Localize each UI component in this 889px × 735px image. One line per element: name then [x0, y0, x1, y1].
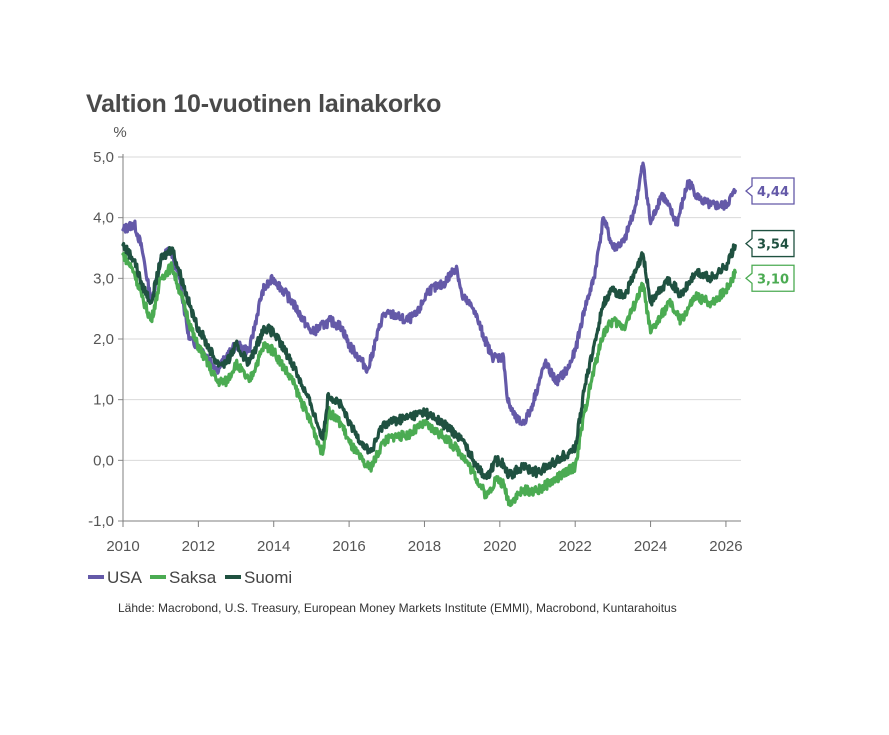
y-tick-label: 4,0	[93, 210, 114, 227]
end-label-usa: 4,44	[744, 177, 795, 205]
series-layer	[121, 161, 737, 508]
end-label-text: 3,54	[757, 238, 789, 253]
chart-title: Valtion 10-vuotinen lainakorko	[86, 90, 442, 118]
end-label-saksa: 3,10	[744, 264, 795, 292]
y-tick-label: 1,0	[93, 392, 114, 409]
y-tick-label: -1,0	[88, 513, 114, 530]
x-tick-label: 2012	[182, 538, 215, 555]
legend-label: USA	[107, 568, 143, 587]
legend: USA Saksa Suomi	[88, 568, 292, 587]
legend-label: Suomi	[244, 568, 292, 587]
end-label-text: 3,10	[757, 272, 789, 287]
x-tick-label: 2020	[483, 538, 516, 555]
y-tick-label: 5,0	[93, 149, 114, 166]
y-tick-label: 0,0	[93, 452, 114, 469]
end-label-text: 4,44	[757, 185, 789, 200]
y-axis-label: %	[113, 124, 126, 141]
x-tick-label: 2010	[106, 538, 139, 555]
source-note: Lähde: Macrobond, U.S. Treasury, Europea…	[118, 601, 677, 615]
end-labels: 4,44 3,10 3,54	[744, 177, 795, 292]
x-tick-label: 2016	[332, 538, 365, 555]
end-label-box	[744, 229, 795, 258]
legend-item-saksa: Saksa	[150, 568, 217, 587]
legend-label: Saksa	[169, 568, 217, 587]
x-tick-label: 2022	[559, 538, 592, 555]
end-label-suomi: 3,54	[744, 229, 795, 258]
x-tick-label: 2026	[709, 538, 742, 555]
x-tick-label: 2024	[634, 538, 667, 555]
y-tick-label: 3,0	[93, 270, 114, 287]
axes: -1,0 0,0 1,0 2,0 3,0 4,0 5,0% 2010 2012 2014 2016 2…	[88, 124, 742, 555]
end-label-box	[744, 264, 795, 292]
legend-item-suomi: Suomi	[225, 568, 292, 587]
series-line-suomi	[121, 241, 737, 481]
x-tick-label: 2014	[257, 538, 290, 555]
legend-item-usa: USA	[88, 568, 143, 587]
x-tick-label: 2018	[408, 538, 441, 555]
y-tick-label: 2,0	[93, 331, 114, 348]
series-line-saksa	[121, 251, 737, 508]
end-label-box	[744, 177, 795, 205]
